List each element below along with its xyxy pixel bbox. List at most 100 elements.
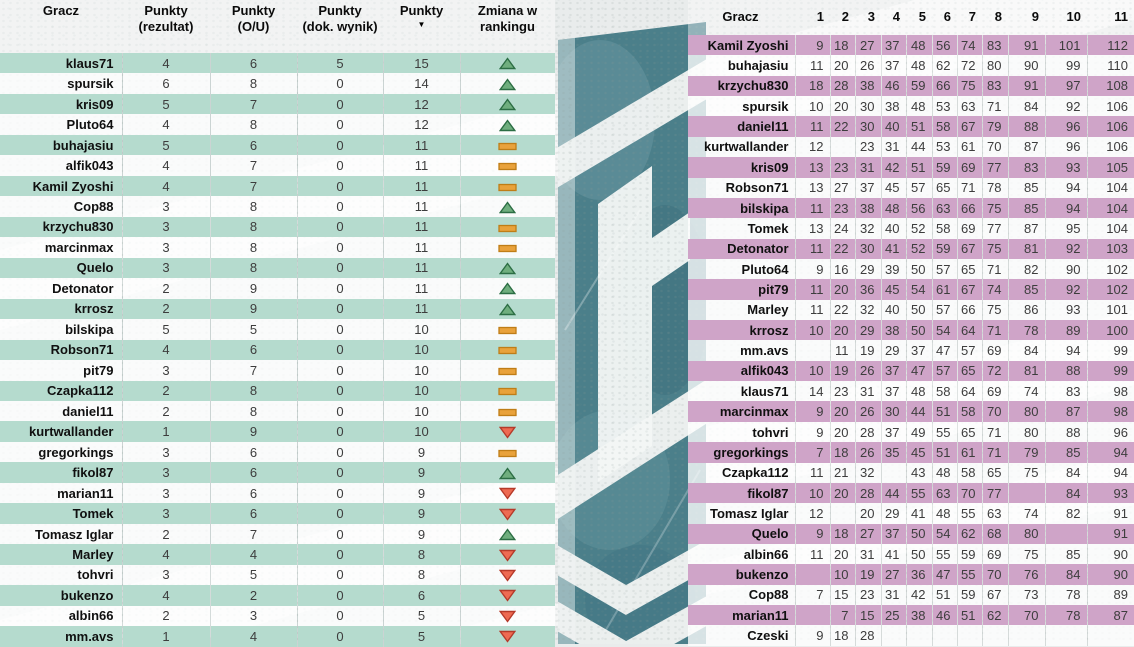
ranking-row[interactable]: marian11 3 6 0 9 xyxy=(0,482,555,504)
cumulative-row[interactable]: Robson71 13 27 37 45 57 65 71 78 85 94 104 xyxy=(688,177,1134,198)
cumulative-row[interactable]: buhajasiu 11 20 26 37 48 62 72 80 90 99 110 xyxy=(688,55,1134,76)
cumulative-row[interactable]: spursik 10 20 30 38 48 53 63 71 84 92 106 xyxy=(688,96,1134,117)
column-header-round-2[interactable]: 2 xyxy=(830,0,855,35)
column-header-punkty[interactable]: Punkty ▼ xyxy=(383,0,460,53)
points-result-cell: 2 xyxy=(122,605,211,627)
ranking-row[interactable]: marcinmax 3 8 0 11 xyxy=(0,237,555,258)
column-header-punkty-rezultat[interactable]: Punkty (rezultat) xyxy=(122,0,210,53)
cumulative-row[interactable]: Czapka112 11 21 32 43 48 58 65 75 84 94 xyxy=(688,462,1134,483)
ranking-row[interactable]: Pluto64 4 8 0 12 xyxy=(0,114,555,135)
cumulative-row[interactable]: albin66 11 20 31 41 50 55 59 69 75 85 90 xyxy=(688,543,1134,565)
cumulative-row[interactable]: pit79 11 20 36 45 54 61 67 74 85 92 102 xyxy=(688,279,1134,300)
ranking-row[interactable]: krzychu830 3 8 0 11 xyxy=(0,216,555,238)
column-header-round-1[interactable]: 1 xyxy=(795,0,830,35)
column-header-punkty-dok-wynik[interactable]: Punkty (dok. wynik) xyxy=(297,0,383,53)
round-points-cell: 13 xyxy=(795,218,831,239)
cumulative-row[interactable]: marian11 7 15 25 38 46 51 62 70 78 87 xyxy=(688,605,1134,626)
points-total-cell: 11 xyxy=(383,155,461,176)
cumulative-row[interactable]: krrosz 10 20 29 38 50 54 64 71 78 89 100 xyxy=(688,320,1134,341)
cumulative-row[interactable]: Marley 11 22 32 40 50 57 66 75 86 93 101 xyxy=(688,299,1134,321)
column-header-round-11[interactable]: 11 xyxy=(1087,0,1134,35)
cumulative-row[interactable]: bilskipa 11 23 38 48 56 63 66 75 85 94 104 xyxy=(688,197,1134,219)
round-points-cell: 98 xyxy=(1113,404,1128,420)
round-points-cell: 15 xyxy=(830,584,856,606)
ranking-row[interactable]: Czapka112 2 8 0 10 xyxy=(0,380,555,401)
ranking-row[interactable]: krrosz 2 9 0 11 xyxy=(0,298,555,320)
player-name: Cop88 xyxy=(688,584,796,606)
column-header-gracz[interactable]: Gracz xyxy=(0,0,122,53)
ranking-row[interactable]: daniel11 2 8 0 10 xyxy=(0,400,555,422)
round-points-cell: 104 xyxy=(1106,220,1128,236)
cumulative-row[interactable]: Quelo 9 18 27 37 50 54 62 68 80 91 xyxy=(688,523,1134,544)
cumulative-row[interactable]: Cop88 7 15 23 31 42 51 59 67 73 78 89 xyxy=(688,584,1134,606)
cumulative-row[interactable]: Detonator 11 22 30 41 52 59 67 75 81 92 103 xyxy=(688,238,1134,259)
cumulative-row[interactable]: daniel11 11 22 30 40 51 58 67 79 88 96 106 xyxy=(688,116,1134,137)
cumulative-row[interactable]: Tomek 13 24 32 40 52 58 69 77 87 95 104 xyxy=(688,218,1134,239)
ranking-row[interactable]: Kamil Zyoshi 4 7 0 11 xyxy=(0,175,555,197)
ranking-row[interactable]: kurtwallander 1 9 0 10 xyxy=(0,421,555,442)
round-points-cell: 26 xyxy=(855,360,882,382)
points-exact-cell: 0 xyxy=(297,93,384,115)
round-points-cell: 30 xyxy=(855,238,882,259)
points-result-cell: 3 xyxy=(122,503,211,524)
cumulative-row[interactable]: krzychu830 18 28 38 46 59 66 75 83 91 97 108 xyxy=(688,75,1134,97)
column-header-punkty-o-u[interactable]: Punkty (O/U) xyxy=(210,0,297,53)
ranking-row[interactable]: Tomasz Iglar 2 7 0 9 xyxy=(0,523,555,545)
cumulative-row[interactable]: gregorkings 7 18 26 35 45 51 61 71 79 85 94 xyxy=(688,442,1134,463)
column-header-gracz[interactable]: Gracz xyxy=(688,0,795,35)
ranking-row[interactable]: fikol87 3 6 0 9 xyxy=(0,462,555,483)
round-points-cell: 49 xyxy=(906,421,933,443)
ranking-row[interactable]: Cop88 3 8 0 11 xyxy=(0,196,555,217)
cumulative-row[interactable]: bukenzo 10 19 27 36 47 55 70 76 84 90 xyxy=(688,564,1134,585)
column-header-zmiana-w-rankingu[interactable]: Zmiana w rankingu xyxy=(460,0,555,53)
cumulative-row[interactable]: Czeski 9 18 28 xyxy=(688,625,1134,646)
points-total-cell: 9 xyxy=(383,462,461,483)
column-header-round-10[interactable]: 10 xyxy=(1045,0,1087,35)
ranking-row[interactable]: albin66 2 3 0 5 xyxy=(0,605,555,627)
cumulative-row[interactable]: tohvri 9 20 28 37 49 55 65 71 80 88 96 xyxy=(688,421,1134,443)
column-header-round-4[interactable]: 4 xyxy=(881,0,906,35)
column-header-round-9[interactable]: 9 xyxy=(1008,0,1045,35)
ranking-row[interactable]: Detonator 2 9 0 11 xyxy=(0,278,555,299)
ranking-row[interactable]: Robson71 4 6 0 10 xyxy=(0,339,555,361)
ranking-row[interactable]: kris09 5 7 0 12 xyxy=(0,93,555,115)
ranking-row[interactable]: Quelo 3 8 0 11 xyxy=(0,257,555,279)
round-points-cell: 61 xyxy=(932,279,958,300)
cumulative-row[interactable]: marcinmax 9 20 26 30 44 51 58 70 80 87 98 xyxy=(688,401,1134,422)
rank-change-cell xyxy=(460,299,555,319)
ranking-row[interactable]: tohvri 3 5 0 8 xyxy=(0,564,555,586)
cumulative-row[interactable]: Kamil Zyoshi 9 18 27 37 48 56 74 83 91 101 112 xyxy=(688,35,1134,56)
ranking-row[interactable]: bilskipa 5 5 0 10 xyxy=(0,319,555,340)
round-points-cell: 101 xyxy=(1106,302,1128,318)
column-header-round-7[interactable]: 7 xyxy=(957,0,982,35)
cumulative-row[interactable]: mm.avs 11 19 29 37 47 57 69 84 94 99 xyxy=(688,340,1134,361)
column-header-round-5[interactable]: 5 xyxy=(906,0,932,35)
cumulative-row[interactable]: Pluto64 9 16 29 39 50 57 65 71 82 90 102 xyxy=(688,258,1134,280)
ranking-row[interactable]: alfik043 4 7 0 11 xyxy=(0,155,555,176)
cumulative-row[interactable]: kurtwallander 12 23 31 44 53 61 70 87 96 106 xyxy=(688,136,1134,158)
ranking-row[interactable]: klaus71 4 6 5 15 xyxy=(0,53,555,74)
ranking-row[interactable]: spursik 6 8 0 14 xyxy=(0,73,555,94)
ranking-row[interactable]: pit79 3 7 0 10 xyxy=(0,360,555,381)
rank-change-cell xyxy=(460,237,555,257)
cumulative-row[interactable]: alfik043 10 19 26 37 47 57 65 72 81 88 99 xyxy=(688,360,1134,382)
cumulative-row[interactable]: fikol87 10 20 28 44 55 63 70 77 84 93 xyxy=(688,482,1134,504)
ranking-row[interactable]: mm.avs 1 4 0 5 xyxy=(0,626,555,647)
ranking-row[interactable]: buhajasiu 5 6 0 11 xyxy=(0,134,555,156)
points-result-cell: 3 xyxy=(122,441,211,463)
column-header-round-8[interactable]: 8 xyxy=(982,0,1008,35)
cumulative-row[interactable]: Tomasz Iglar 12 20 29 41 48 55 63 74 82 91 xyxy=(688,503,1134,524)
cumulative-row[interactable]: kris09 13 23 31 42 51 59 69 77 83 93 105 xyxy=(688,157,1134,178)
ranking-row[interactable]: bukenzo 4 2 0 6 xyxy=(0,585,555,606)
column-header-round-6[interactable]: 6 xyxy=(932,0,957,35)
ranking-row[interactable]: Marley 4 4 0 8 xyxy=(0,544,555,565)
rank-change-cell xyxy=(460,401,555,421)
rank-flat-icon xyxy=(498,347,517,355)
cumulative-row[interactable]: klaus71 14 23 31 37 48 58 64 69 74 83 98 xyxy=(688,381,1134,402)
rank-change-cell xyxy=(460,53,555,73)
round-points-cell: 66 xyxy=(932,75,958,97)
ranking-row[interactable]: gregorkings 3 6 0 9 xyxy=(0,441,555,463)
rank-change-cell xyxy=(460,565,555,585)
ranking-row[interactable]: Tomek 3 6 0 9 xyxy=(0,503,555,524)
column-header-round-3[interactable]: 3 xyxy=(855,0,881,35)
